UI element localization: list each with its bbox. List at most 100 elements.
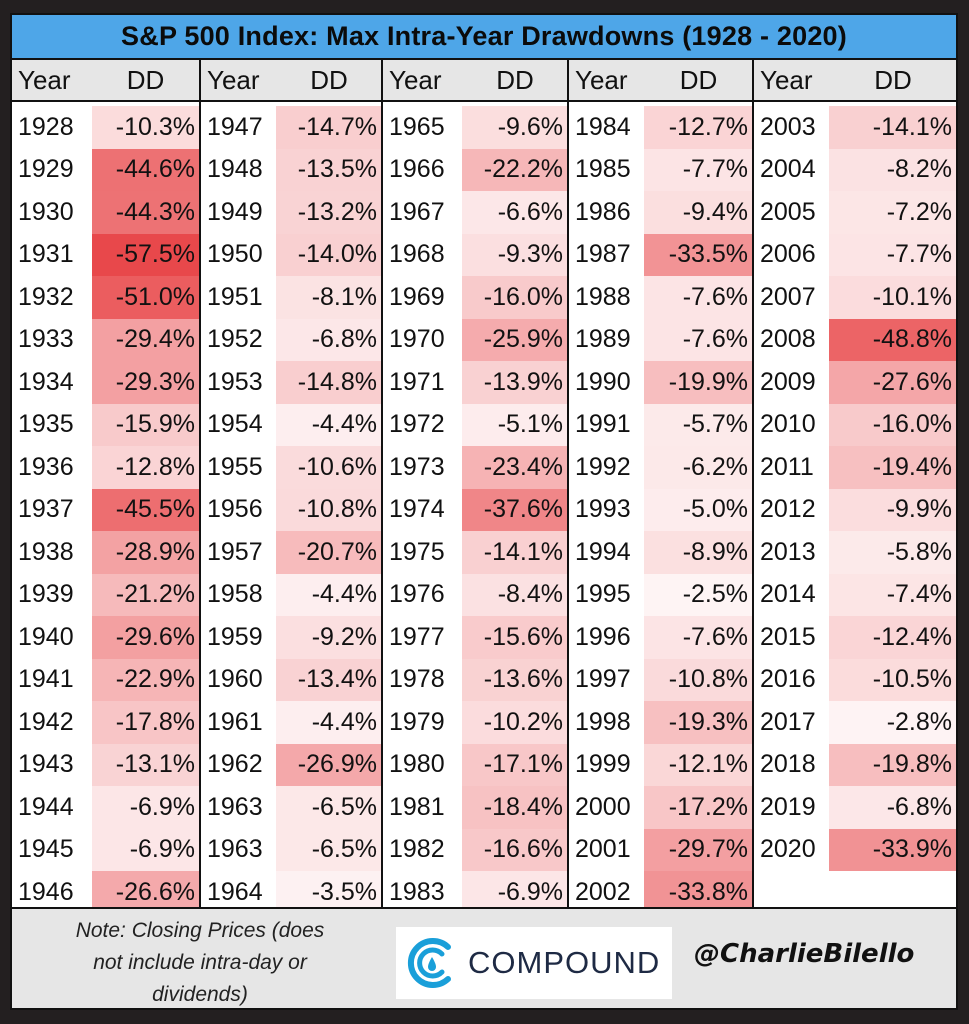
table-row: 1945 -6.9%: [12, 828, 199, 871]
year-cell: 1990: [575, 367, 631, 396]
drawdown-cell: -9.3%: [462, 233, 567, 276]
table-row: 1941 -22.9%: [12, 658, 199, 701]
table-row: 1992 -6.2%: [569, 446, 752, 489]
drawdown-cell: -2.5%: [644, 573, 752, 616]
table-row: 1972 -5.1%: [383, 403, 567, 446]
year-cell: 1946: [18, 877, 74, 906]
table-row: 1963 -6.5%: [201, 786, 381, 829]
year-cell: 2008: [760, 325, 816, 354]
year-cell: 1982: [389, 835, 445, 864]
drawdown-cell: -17.8%: [92, 701, 199, 744]
year-cell: 2013: [760, 537, 816, 566]
table-row: 1952 -6.8%: [201, 318, 381, 361]
year-cell: 1967: [389, 197, 445, 226]
drawdown-cell: -29.6%: [92, 616, 199, 659]
drawdown-cell: -12.4%: [829, 616, 956, 659]
header-dd: DD: [310, 64, 348, 95]
drawdown-cell: -10.1%: [829, 276, 956, 319]
column-group-1: Year DD 1928 -10.3% 1929 -44.6% 1930 -44.3% 1931…: [12, 60, 199, 914]
table-row: 1981 -18.4%: [383, 786, 567, 829]
table-row: 2009 -27.6%: [754, 361, 956, 404]
table-row: 1935 -15.9%: [12, 403, 199, 446]
table-row: 1948 -13.5%: [201, 148, 381, 191]
year-cell: 1957: [207, 537, 263, 566]
year-cell: 2012: [760, 495, 816, 524]
drawdown-cell: -15.6%: [462, 616, 567, 659]
table-row: 1947 -14.7%: [201, 106, 381, 149]
table-row: 1973 -23.4%: [383, 446, 567, 489]
drawdown-cell: -2.8%: [829, 701, 956, 744]
drawdown-cell: -5.8%: [829, 531, 956, 574]
year-cell: 2005: [760, 197, 816, 226]
drawdown-cell: -10.8%: [644, 658, 752, 701]
drawdown-cell: -8.2%: [829, 148, 956, 191]
year-cell: 1960: [207, 665, 263, 694]
table-row: 1987 -33.5%: [569, 233, 752, 276]
year-cell: 1965: [389, 112, 445, 141]
drawdown-cell: -16.0%: [829, 403, 956, 446]
drawdown-cell: -51.0%: [92, 276, 199, 319]
year-cell: 1977: [389, 622, 445, 651]
drawdown-cell: -12.7%: [644, 106, 752, 149]
table-row: 2012 -9.9%: [754, 488, 956, 531]
table-row: 1933 -29.4%: [12, 318, 199, 361]
drawdown-cell: -19.8%: [829, 743, 956, 786]
drawdown-cell: -22.9%: [92, 658, 199, 701]
drawdown-cell: -16.6%: [462, 828, 567, 871]
table-row: 1932 -51.0%: [12, 276, 199, 319]
table-row: 1949 -13.2%: [201, 191, 381, 234]
drawdown-cell: -9.6%: [462, 106, 567, 149]
table-row: 1956 -10.8%: [201, 488, 381, 531]
drawdown-cell: -13.4%: [276, 658, 381, 701]
year-cell: 1987: [575, 240, 631, 269]
year-cell: 2010: [760, 410, 816, 439]
table-row: 2006 -7.7%: [754, 233, 956, 276]
note-line: Note: Closing Prices (does: [75, 919, 325, 942]
drawdown-cell: -23.4%: [462, 446, 567, 489]
year-cell: 1936: [18, 452, 74, 481]
drawdown-cell: -18.4%: [462, 786, 567, 829]
drawdown-cell: -6.9%: [92, 828, 199, 871]
table-row: 1964 -3.5%: [201, 871, 381, 914]
table-row: 1999 -12.1%: [569, 743, 752, 786]
year-cell: 1963: [207, 835, 263, 864]
table-row: 1988 -7.6%: [569, 276, 752, 319]
column-header: Year DD: [12, 60, 199, 102]
year-cell: 1991: [575, 410, 631, 439]
year-cell: 1950: [207, 240, 263, 269]
table-row: 2019 -6.8%: [754, 786, 956, 829]
table-row: 1951 -8.1%: [201, 276, 381, 319]
drawdown-cell: -6.2%: [644, 446, 752, 489]
table-row: 1979 -10.2%: [383, 701, 567, 744]
table-row: 1943 -13.1%: [12, 743, 199, 786]
drawdown-cell: -3.5%: [276, 871, 381, 914]
drawdown-cell: -19.9%: [644, 361, 752, 404]
year-cell: 1928: [18, 112, 74, 141]
table-row: 1929 -44.6%: [12, 148, 199, 191]
drawdown-cell: -9.4%: [644, 191, 752, 234]
drawdown-cell: -6.8%: [829, 786, 956, 829]
table-row: 2008 -48.8%: [754, 318, 956, 361]
table-row: 1954 -4.4%: [201, 403, 381, 446]
header-dd: DD: [874, 64, 912, 95]
year-cell: 1989: [575, 325, 631, 354]
table-row: 1963 -6.5%: [201, 828, 381, 871]
year-cell: 1998: [575, 707, 631, 736]
drawdown-cell: -10.2%: [462, 701, 567, 744]
table-row: 1984 -12.7%: [569, 106, 752, 149]
drawdown-cell: -14.1%: [829, 106, 956, 149]
table-row: 1931 -57.5%: [12, 233, 199, 276]
drawdown-cell: -8.9%: [644, 531, 752, 574]
drawdown-cell: -6.6%: [462, 191, 567, 234]
drawdown-cell: -15.9%: [92, 403, 199, 446]
year-cell: 1961: [207, 707, 263, 736]
table-row: 1953 -14.8%: [201, 361, 381, 404]
year-cell: 1981: [389, 792, 445, 821]
column-header: Year DD: [201, 60, 381, 102]
table-row: 2011 -19.4%: [754, 446, 956, 489]
year-cell: 1993: [575, 495, 631, 524]
year-cell: 1952: [207, 325, 263, 354]
table-row: 1975 -14.1%: [383, 531, 567, 574]
table-row: 1980 -17.1%: [383, 743, 567, 786]
column-group-5: Year DD 2003 -14.1% 2004 -8.2% 2005 -7.2% 2006 -7…: [752, 60, 956, 907]
